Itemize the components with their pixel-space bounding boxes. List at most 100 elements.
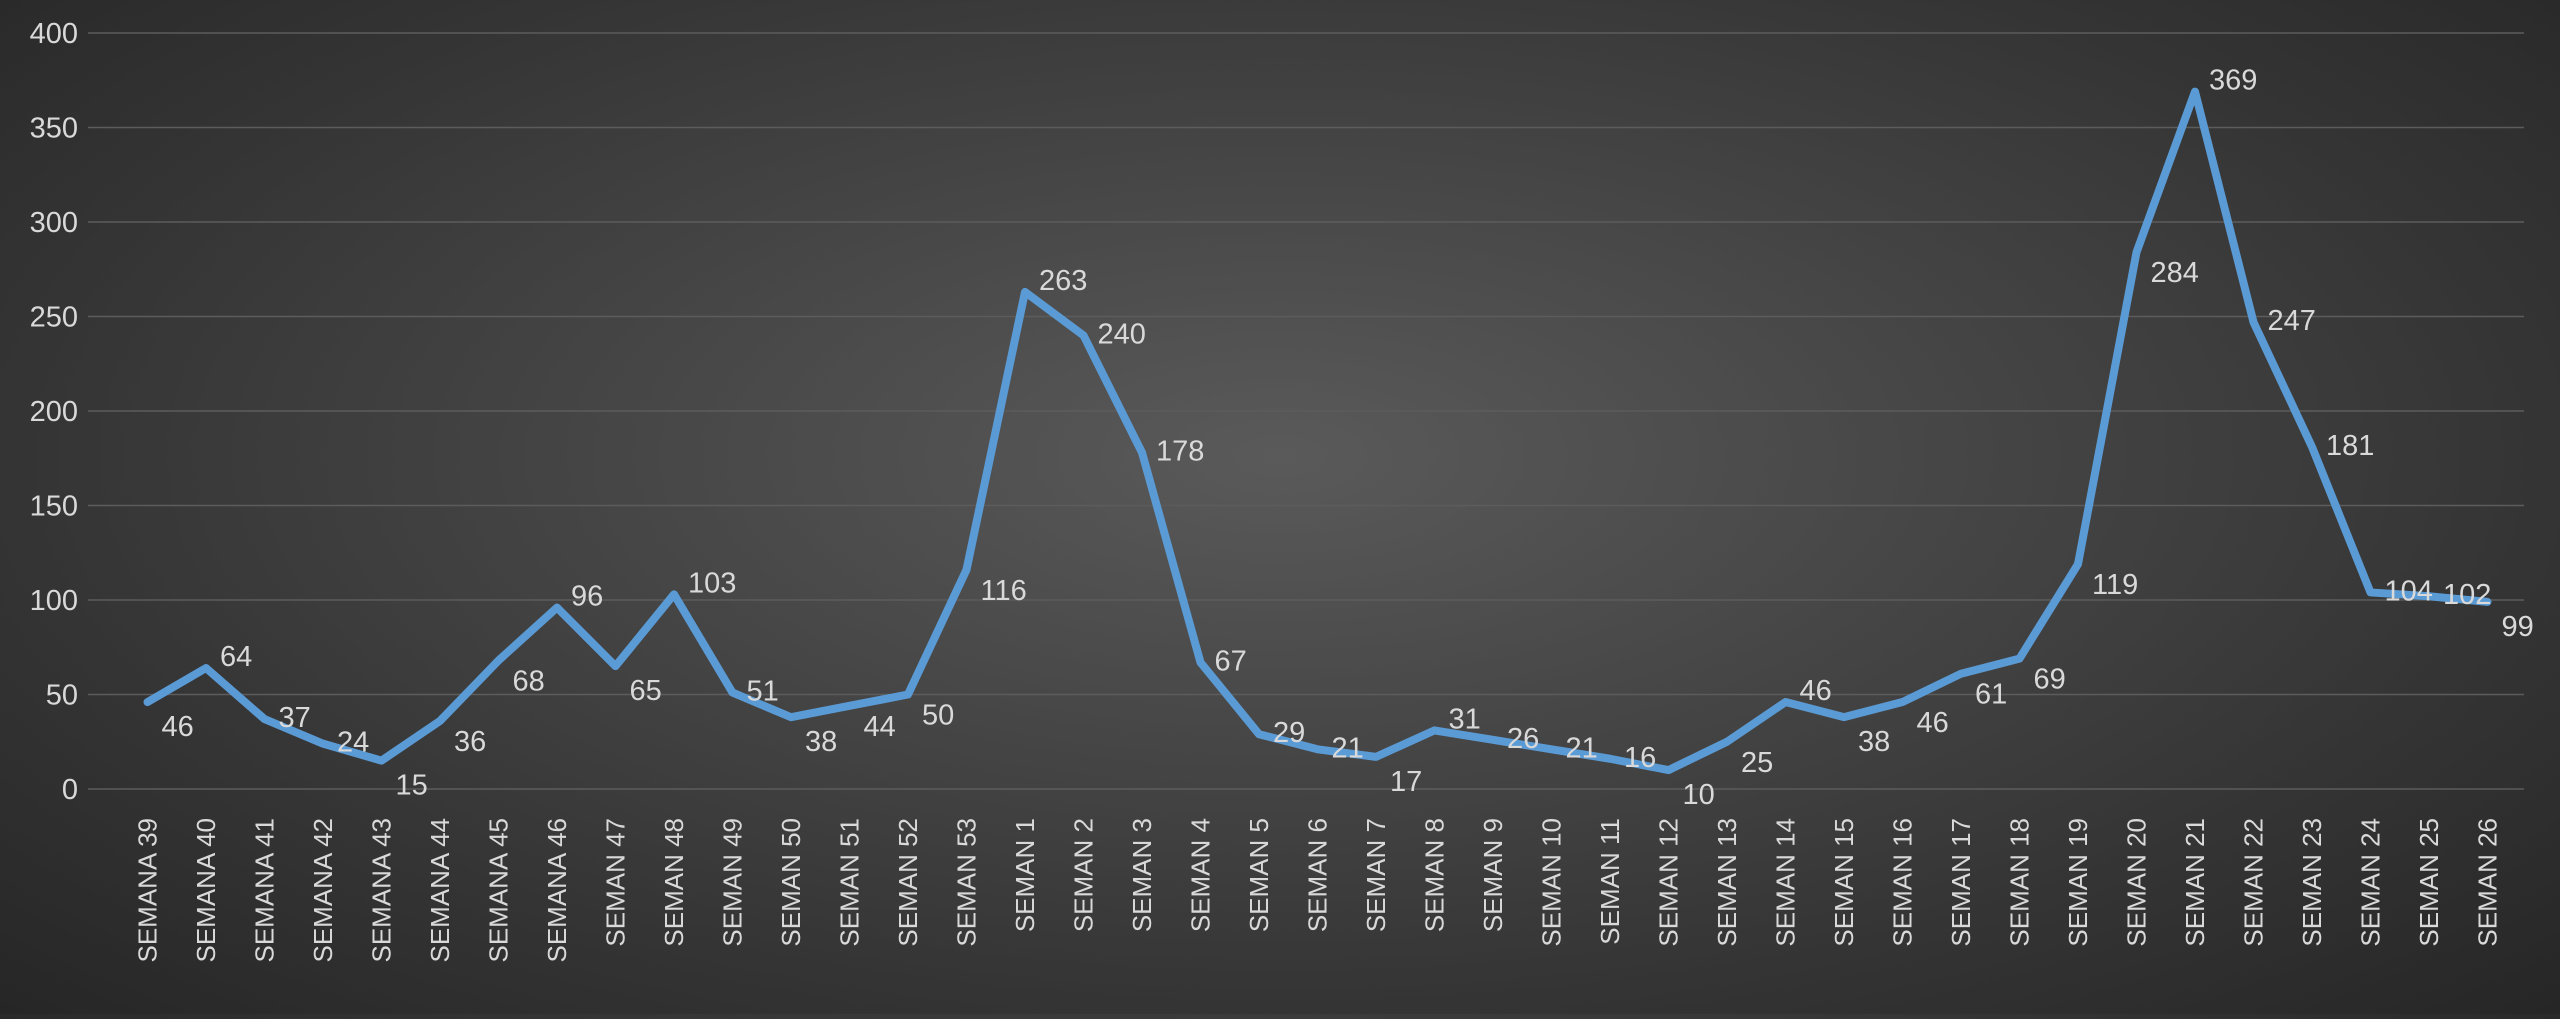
data-point: [2133, 249, 2140, 256]
data-point: [1958, 670, 1964, 677]
x-tick-label: SEMAN 53: [952, 818, 982, 947]
data-label: 25: [1741, 747, 1773, 779]
x-tick-label: SEMAN 26: [2473, 818, 2503, 947]
x-tick-label: SEMAN 20: [2122, 818, 2152, 947]
data-point: [1841, 714, 1847, 721]
data-point: [788, 714, 794, 721]
x-tick-label: SEMAN 23: [2297, 818, 2327, 947]
data-point: [1607, 755, 1613, 762]
data-point: [144, 699, 151, 706]
x-axis-ticks: SEMANA 39 SEMANA 40 SEMANA 41 SEMANA 42 SEMA…: [133, 818, 2503, 963]
data-label: 247: [2268, 305, 2316, 337]
data-point: [2016, 655, 2023, 662]
data-point: [1724, 738, 1730, 745]
y-tick-label: 200: [30, 396, 78, 428]
x-tick-label: SEMAN 1: [1010, 818, 1040, 932]
x-tick-label: SEMAN 4: [1186, 818, 1216, 932]
x-tick-label: SEMAN 48: [659, 818, 689, 947]
data-label: 240: [1098, 318, 1146, 350]
x-tick-label: SEMAN 49: [718, 818, 748, 947]
data-point: [1139, 449, 1145, 456]
data-label: 15: [396, 770, 428, 802]
data-label: 116: [981, 575, 1027, 607]
data-label: 67: [1215, 645, 1247, 677]
x-tick-label: SEMANA 40: [191, 818, 221, 963]
x-tick-label: SEMAN 8: [1420, 818, 1450, 932]
series-layer: [143, 87, 2492, 775]
data-label: 50: [922, 700, 954, 732]
data-label: 46: [162, 711, 194, 743]
x-tick-label: SEMAN 16: [1888, 818, 1918, 947]
x-tick-label: SEMAN 3: [1127, 818, 1157, 932]
data-point: [320, 740, 326, 747]
y-tick-label: 50: [46, 680, 78, 712]
data-label: 68: [513, 665, 545, 697]
data-label: 38: [805, 726, 837, 758]
data-point: [437, 717, 443, 724]
data-label: 96: [571, 581, 603, 613]
data-point: [1782, 699, 1789, 706]
data-point: [2309, 443, 2315, 450]
data-label: 64: [220, 641, 252, 673]
y-tick-label: 300: [30, 207, 78, 239]
data-point: [963, 566, 970, 573]
data-label: 38: [1858, 726, 1890, 758]
data-label: 51: [747, 676, 779, 708]
data-point: [1490, 736, 1496, 743]
x-tick-label: SEMAN 7: [1361, 818, 1391, 932]
data-point: [2075, 561, 2081, 568]
series-line: [143, 87, 2492, 775]
data-label: 181: [2326, 430, 2374, 462]
data-label: 10: [1683, 779, 1715, 811]
x-tick-label: SEMANA 43: [367, 818, 397, 963]
x-tick-label: SEMAN 10: [1537, 818, 1567, 947]
data-point: [1899, 699, 1906, 706]
x-tick-label: SEMAN 19: [2063, 818, 2093, 947]
data-label: 284: [2151, 257, 2199, 289]
x-tick-label: SEMAN 18: [2005, 818, 2035, 947]
data-point: [2426, 593, 2432, 600]
x-tick-label: SEMAN 13: [1712, 818, 1742, 947]
x-tick-label: SEMANA 45: [484, 818, 514, 963]
x-tick-label: SEMAN 47: [601, 818, 631, 947]
x-tick-label: SEMAN 51: [835, 818, 865, 947]
data-point: [2192, 88, 2198, 95]
data-point: [495, 657, 502, 664]
data-point: [1197, 659, 1204, 666]
data-label: 24: [337, 727, 369, 759]
data-label: 16: [1624, 742, 1656, 774]
x-tick-label: SEMAN 15: [1829, 818, 1859, 947]
x-tick-label: SEMANA 41: [250, 818, 280, 963]
x-tick-label: SEMAN 14: [1771, 818, 1801, 947]
data-label: 369: [2209, 65, 2257, 97]
x-tick-label: SEMANA 42: [308, 818, 338, 963]
data-label: 29: [1273, 717, 1305, 749]
data-point: [261, 716, 268, 723]
data-point: [1373, 753, 1379, 760]
data-label: 119: [2092, 569, 2138, 601]
data-label: 46: [1800, 675, 1832, 707]
data-label: 178: [1156, 436, 1204, 468]
data-point: [1022, 288, 1028, 295]
data-point: [203, 665, 209, 672]
y-tick-label: 100: [30, 585, 78, 617]
data-label: 36: [454, 726, 486, 758]
data-point: [2250, 319, 2257, 326]
y-tick-label: 350: [30, 113, 78, 145]
data-point: [905, 691, 911, 698]
data-label: 61: [1975, 679, 2007, 711]
data-point: [554, 604, 560, 611]
data-point: [612, 663, 619, 670]
data-labels: 46 64 37 24 15 36 68 96 65 103 51 38 44 50 116 263 240 17…: [162, 65, 2534, 812]
x-tick-label: SEMANA 44: [425, 818, 455, 963]
x-tick-label: SEMAN 5: [1244, 818, 1274, 932]
data-label: 69: [2034, 664, 2066, 696]
data-label: 21: [1332, 732, 1364, 764]
gridlines: [88, 32, 2524, 790]
data-point: [671, 591, 677, 598]
data-point: [846, 702, 853, 709]
data-label: 17: [1390, 766, 1422, 798]
data-point: [378, 757, 385, 764]
data-label: 46: [1917, 707, 1949, 739]
data-point: [1665, 767, 1672, 774]
